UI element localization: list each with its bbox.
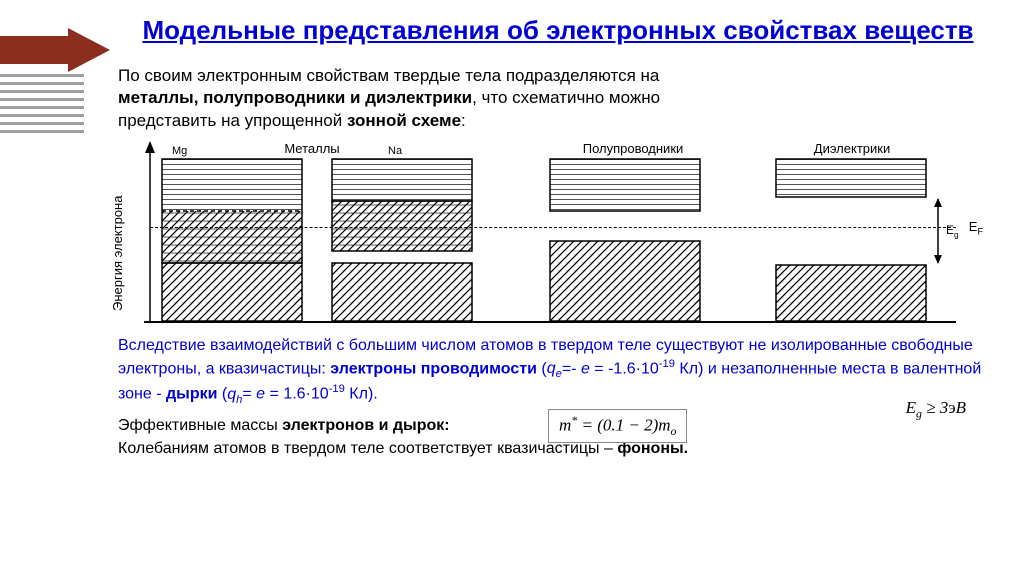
slide-title: Модельные представления об электронных с…: [118, 14, 998, 47]
bands-svg: [118, 137, 958, 332]
intro-text: По своим электронным свойствам твердые т…: [118, 65, 998, 134]
quasiparticle-text: Вследствие взаимодействий с большим числ…: [118, 336, 998, 407]
eg-label: Eg: [946, 223, 959, 239]
effective-mass-text: Эффективные массы электронов и дырок: m*…: [118, 415, 998, 460]
slide-content: Модельные представления об электронных с…: [118, 14, 998, 460]
intro-b1: металлы, полупроводники и диэлектрики: [118, 88, 472, 107]
fermi-label: EF: [969, 219, 983, 237]
formula-mass: m* = (0.1 − 2)mo: [548, 409, 687, 443]
decor-arrow: [0, 28, 110, 72]
decor-stripes: [0, 74, 84, 138]
band-diagram: Энергия электрона Металлы Полупроводники…: [118, 137, 958, 332]
intro-l1: По своим электронным свойствам твердые т…: [118, 66, 659, 85]
